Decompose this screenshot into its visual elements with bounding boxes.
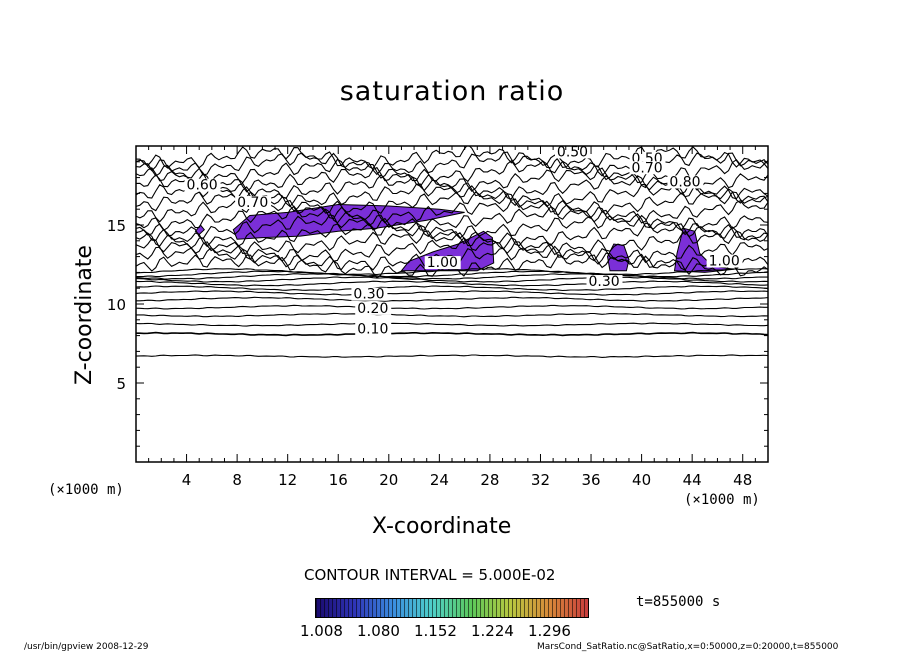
x-unit-left: (×1000 m)	[48, 482, 124, 498]
shaded-region	[673, 227, 734, 273]
contour-line	[136, 312, 768, 318]
y-tick-label: 5	[116, 375, 126, 393]
contour-line	[136, 322, 768, 327]
contour-label-bg	[424, 256, 461, 270]
x-tick-label: 8	[232, 471, 242, 489]
colorbar-tick-label: 1.224	[471, 622, 514, 640]
contour-label: 0.10	[357, 321, 388, 337]
colorbar-tick-label: 1.152	[414, 622, 457, 640]
contour-label: 0.30	[589, 274, 620, 290]
y-tick-label: 10	[107, 296, 126, 314]
contour-line	[136, 230, 768, 256]
colorbar-tick-label: 1.296	[528, 622, 571, 640]
contour-label: 0.80	[669, 175, 700, 191]
x-unit-right: (×1000 m)	[684, 492, 760, 508]
plot-frame	[135, 145, 769, 463]
time-stamp: t=855000 s	[636, 594, 721, 610]
contour-label: 0.70	[237, 195, 268, 211]
contour-label-bg	[706, 254, 743, 268]
contour-label-bg	[351, 287, 388, 301]
colorbar-tick-label: 1.080	[357, 622, 400, 640]
footer-program: /usr/bin/gpview 2008-12-29	[24, 642, 149, 652]
contour-line	[136, 285, 768, 292]
contour-label-bg	[586, 275, 623, 289]
contour-line	[136, 276, 768, 283]
contour-label: 0.20	[357, 301, 388, 317]
x-tick-label: 40	[632, 471, 651, 489]
contour-line	[136, 151, 768, 177]
x-tick-label: 4	[182, 471, 192, 489]
contour-label-bg	[355, 322, 392, 336]
shaded-region	[400, 230, 495, 272]
contour-line	[136, 222, 768, 248]
contour-line	[136, 205, 768, 232]
shaded-region	[606, 243, 630, 272]
contour-label: 0.70	[631, 160, 662, 176]
x-tick-label: 44	[683, 471, 702, 489]
x-tick-label: 20	[379, 471, 398, 489]
contour-line	[136, 166, 768, 193]
contour-line	[136, 290, 768, 296]
x-tick-label: 12	[278, 471, 297, 489]
contour-label-bg	[235, 196, 272, 210]
y-axis-label: Z-coordinate	[72, 245, 97, 385]
contour-label: 1.00	[427, 255, 458, 271]
contour-label: 0.30	[353, 287, 384, 303]
contour-label-bg	[184, 178, 221, 192]
contour-labels: 0.100.200.300.300.50 0.500.600.700.700.80…	[184, 144, 743, 337]
footer-source: MarsCond_SatRatio.nc@SatRatio,x=0:50000,…	[537, 642, 839, 652]
x-axis-label: X-coordinate	[372, 514, 512, 539]
contour-line	[136, 273, 768, 280]
contour-line	[136, 354, 768, 358]
contour-interval: CONTOUR INTERVAL = 5.000E-02	[304, 566, 556, 584]
chart-title: saturation ratio	[339, 76, 565, 107]
colorbar-tick-label: 1.008	[300, 622, 343, 640]
contour-line	[136, 268, 768, 276]
contour-line	[136, 158, 768, 184]
x-tick-label: 48	[733, 471, 752, 489]
x-tick-label: 28	[480, 471, 499, 489]
colorbar-stripes	[316, 599, 588, 617]
contour-label-bg	[629, 161, 666, 175]
contour-label: 0.50	[557, 144, 588, 160]
contour-line	[136, 270, 768, 278]
x-tick-label: 36	[581, 471, 600, 489]
contour-line	[136, 214, 768, 240]
contour-label: 0.60	[187, 178, 218, 194]
contour-line	[136, 331, 768, 337]
x-tick-label: 32	[531, 471, 550, 489]
contour-line	[136, 280, 768, 287]
contour-label-bg	[355, 301, 392, 315]
y-tick-label: 15	[107, 217, 126, 235]
contour-line	[136, 304, 768, 310]
colorbar	[315, 598, 589, 618]
contour-line	[136, 296, 768, 302]
x-tick-label: 24	[430, 471, 449, 489]
contour-label-bg	[667, 175, 704, 189]
contour-line	[136, 236, 768, 264]
contour-label: 1.00	[709, 254, 740, 270]
x-tick-label: 16	[329, 471, 348, 489]
contour-line	[136, 146, 768, 170]
contour-label-bg	[554, 145, 591, 159]
